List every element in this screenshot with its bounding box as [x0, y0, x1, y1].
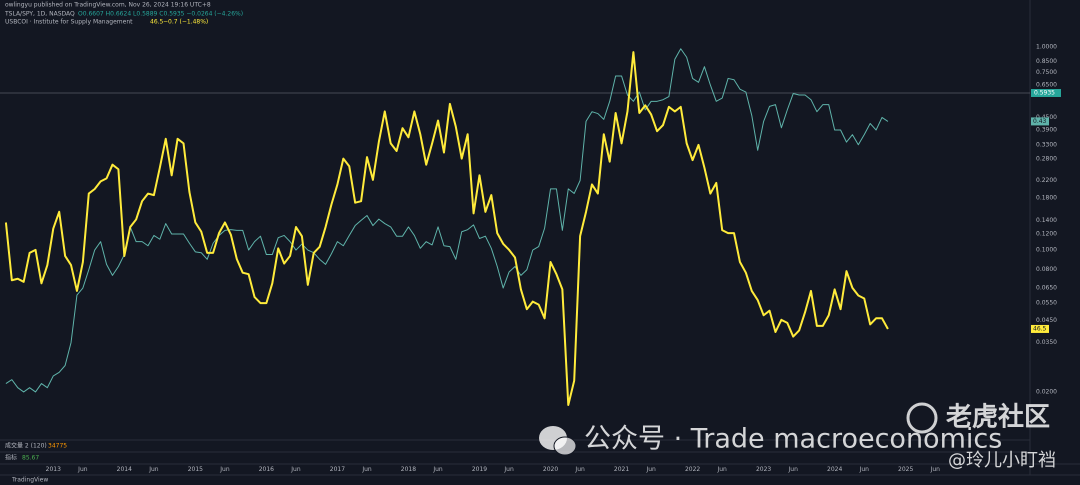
y-tick-label: 0.1800: [1036, 195, 1057, 202]
last-price-label: 0.5935: [1034, 89, 1055, 96]
y-tick-label: 0.0350: [1036, 339, 1057, 346]
x-tick-label: Jun: [930, 466, 941, 473]
y-tick-label: 0.0550: [1036, 299, 1057, 306]
pane-value: 34775: [48, 443, 67, 450]
wechat-watermark: 公众号 · Trade macroeconomics: [584, 424, 1002, 455]
x-tick-label: Jun: [77, 466, 88, 473]
y-tick-label: 0.0450: [1036, 317, 1057, 324]
x-tick-label: 2019: [472, 466, 487, 473]
x-tick-label: Jun: [148, 466, 159, 473]
pane-label: 指标: [5, 454, 17, 462]
legend-ism-value: 46.5: [150, 19, 164, 26]
y-tick-label: 1.0000: [1036, 43, 1057, 50]
x-tick-label: 2022: [685, 466, 700, 473]
x-tick-label: 2016: [259, 466, 274, 473]
x-tick-label: 2014: [117, 466, 132, 473]
x-tick-label: 2013: [46, 466, 61, 473]
x-tick-label: 2017: [330, 466, 345, 473]
wechat-icon: [553, 436, 577, 456]
x-tick-label: Jun: [859, 466, 870, 473]
x-tick-label: Jun: [290, 466, 301, 473]
pane-label: 成交量 2 (120): [5, 442, 47, 450]
legend-price: TSLA/SPY, 1D, NASDAQ: [4, 11, 75, 18]
x-tick-label: Jun: [788, 466, 799, 473]
series-line: [5, 48, 889, 393]
legend-price-ohlc: O0.6607 H0.6624 L0.5889 C0.5935 −0.0264 …: [78, 11, 243, 18]
publisher: owlingyu published on TradingView.com, N…: [5, 2, 211, 9]
y-tick-label: 0.0650: [1036, 285, 1057, 292]
y-tick-label: 0.4500: [1036, 114, 1057, 121]
y-tick-label: 0.1000: [1036, 247, 1057, 254]
y-tick-label: 0.0200: [1036, 388, 1057, 395]
footer-brand: TradingView: [11, 477, 48, 484]
x-tick-label: Jun: [716, 466, 727, 473]
y-tick-label: 0.2200: [1036, 177, 1057, 184]
y-tick-label: 0.2800: [1036, 156, 1057, 163]
last-value-box: [1031, 324, 1049, 333]
community-watermark: 老虎社区: [946, 402, 1050, 433]
community-icon: [906, 402, 938, 434]
y-tick-label: 0.1200: [1036, 230, 1057, 237]
x-tick-label: 2015: [188, 466, 203, 473]
y-tick-label: 0.8500: [1036, 58, 1057, 65]
x-tick-label: 2023: [756, 466, 771, 473]
last-value-box: [1031, 117, 1049, 126]
y-tick-label: 0.3300: [1036, 141, 1057, 148]
author-watermark: @玲儿小盯裆: [948, 450, 1056, 471]
y-tick-label: 0.3900: [1036, 127, 1057, 134]
x-tick-label: 2020: [543, 466, 558, 473]
x-tick-label: Jun: [645, 466, 656, 473]
y-tick-label: 0.7500: [1036, 69, 1057, 76]
y-tick-label: 0.6500: [1036, 81, 1057, 88]
x-tick-label: 2024: [827, 466, 842, 473]
x-tick-label: Jun: [361, 466, 372, 473]
last-price-box: [1031, 88, 1061, 97]
x-tick-label: Jun: [574, 466, 585, 473]
x-tick-label: Jun: [432, 466, 443, 473]
x-tick-label: 2018: [401, 466, 416, 473]
watermark: 公众号 · Trade macroeconomics 老虎社区 @玲儿小盯裆: [539, 402, 1056, 471]
legend-ism-change: −0.7 (−1.48%): [163, 19, 208, 26]
y-tick-label: 0.0800: [1036, 266, 1057, 273]
last-value-label: 0.43: [1033, 118, 1047, 125]
y-tick-label: 0.1400: [1036, 217, 1057, 224]
x-tick-label: 2021: [614, 466, 629, 473]
pane-value: 85.67: [22, 455, 39, 462]
x-tick-label: Jun: [219, 466, 230, 473]
last-value-label: 46.5: [1033, 325, 1047, 332]
x-tick-label: Jun: [503, 466, 514, 473]
series-line: [4, 51, 889, 407]
legend-ism: USBCOI · Institute for Supply Management: [5, 19, 133, 26]
x-tick-label: 2025: [898, 466, 913, 473]
